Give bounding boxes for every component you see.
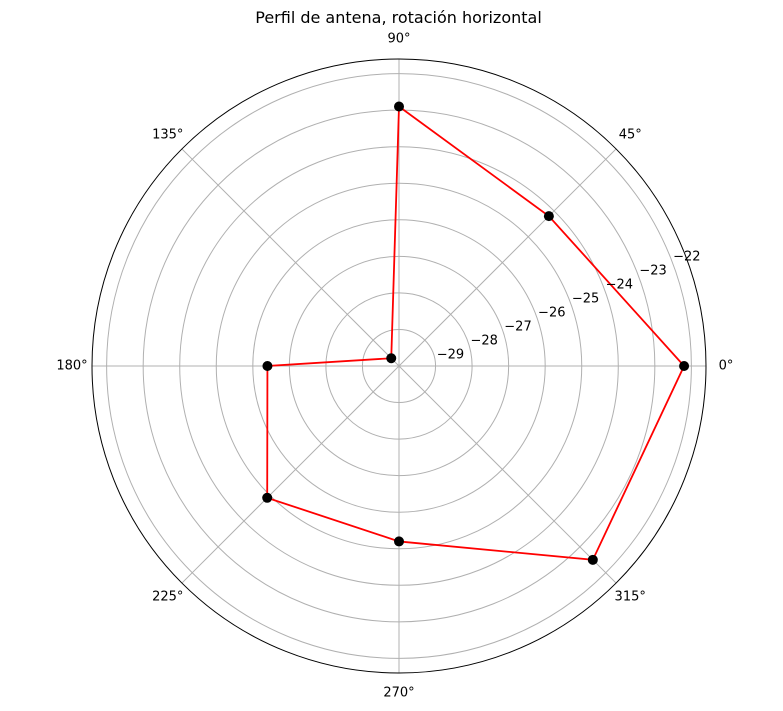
- data-point: [262, 492, 273, 503]
- label-layer: 0° 45° 90° 135° 180° 225° 270° 315° −29 −28 −27 −26…: [56, 32, 733, 701]
- angular-gridline-7: [398, 365, 617, 584]
- r-tick-label: −23: [639, 264, 666, 279]
- chart-title: Perfil de antena, rotación horizontal: [255, 8, 542, 27]
- grid-layer: [91, 58, 707, 674]
- theta-tick-label: 45°: [619, 127, 642, 142]
- theta-tick-label: 180°: [56, 359, 87, 374]
- r-tick-label: −26: [538, 306, 565, 321]
- theta-tick-label: 135°: [152, 127, 183, 142]
- r-tick-label: −29: [437, 348, 464, 363]
- theta-tick-label: 225°: [152, 590, 183, 605]
- r-tick-label: −25: [572, 292, 599, 307]
- theta-tick-label: 0°: [719, 359, 734, 374]
- data-point: [394, 536, 404, 547]
- data-point: [394, 101, 404, 112]
- r-tick-label: −27: [504, 320, 531, 335]
- angular-gridline-5: [181, 365, 400, 584]
- data-point: [679, 361, 690, 371]
- r-tick-label: −28: [471, 334, 498, 349]
- data-point: [587, 554, 598, 565]
- theta-tick-label: 315°: [615, 590, 646, 605]
- r-tick-label: −24: [606, 278, 633, 293]
- r-tick-label: −22: [673, 250, 700, 265]
- data-point: [543, 211, 554, 222]
- theta-tick-label: 90°: [387, 32, 410, 47]
- theta-tick-label: 270°: [383, 686, 414, 701]
- data-point: [262, 361, 273, 371]
- polar-frame: [91, 58, 707, 674]
- angular-gridline-3: [181, 148, 400, 367]
- angular-gridline-1: [398, 148, 617, 367]
- data-point: [386, 353, 397, 364]
- data-layer: [262, 101, 690, 565]
